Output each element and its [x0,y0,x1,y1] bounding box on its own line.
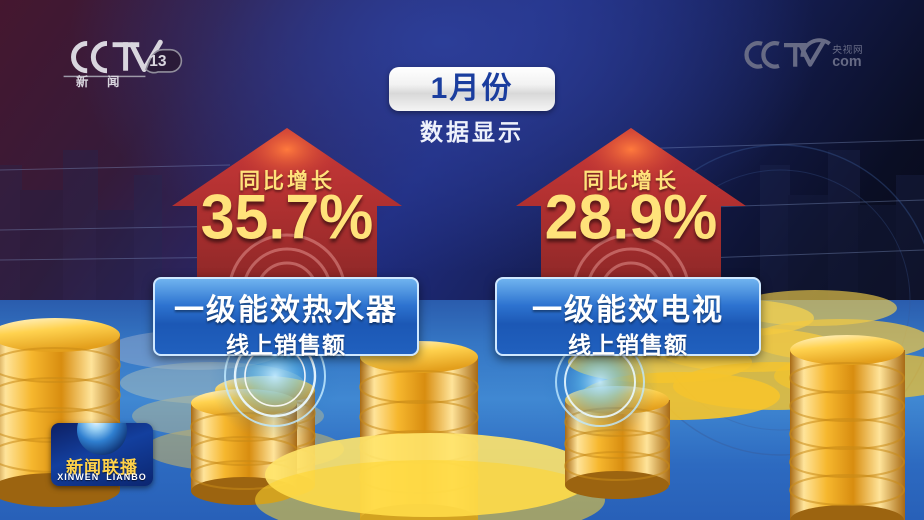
svg-text:13: 13 [149,53,167,70]
svg-text:闻: 闻 [107,75,119,89]
svg-text:新: 新 [76,74,89,89]
svg-text:com: com [832,54,861,70]
